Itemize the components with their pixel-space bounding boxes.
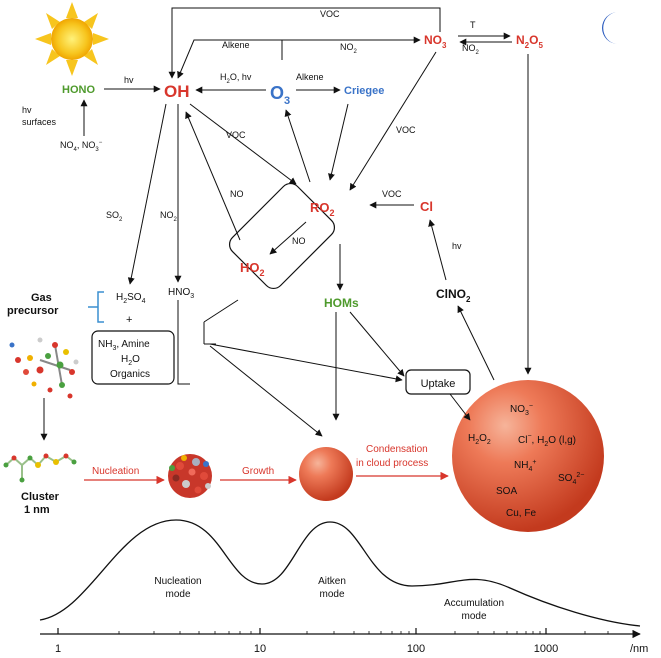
alkene-label-2: Alkene (296, 72, 324, 82)
process-arrows (84, 471, 449, 485)
particle-aggregate-image (168, 454, 212, 498)
hv-surfaces-label-1: hv (22, 105, 32, 115)
voc-mid-label: VOC (226, 130, 246, 140)
uptake-box (405, 369, 471, 395)
sun-icon (35, 2, 109, 76)
alkene-label-1: Alkene (222, 40, 250, 50)
precursor-bracket (88, 291, 104, 323)
no2-right-label: NO2 (462, 43, 480, 56)
cl-label: Cl (420, 199, 433, 214)
size-axis-minor-ticks (118, 631, 609, 634)
no3-label: NO3 (424, 33, 447, 50)
axis-unit-label: /nm (630, 643, 648, 655)
h2so4-label: H2SO4 (116, 292, 146, 305)
particle-no3-label: NO3− (510, 403, 533, 417)
size-distribution-curve (39, 519, 641, 627)
no2-top-label: NO2 (340, 42, 358, 55)
oh-label: OH (164, 82, 190, 101)
condensation-label-2: in cloud process (356, 458, 428, 469)
organics-label: Organics (110, 369, 150, 380)
hv-clno2-label: hv (452, 241, 462, 251)
t-label: T (470, 20, 476, 30)
nh3-amine-box (91, 330, 175, 385)
voc-top-label: VOC (320, 9, 340, 19)
cluster-molecule-image (3, 453, 77, 483)
growth-particle (299, 447, 353, 501)
gas-precursor-label-2: precursor (7, 305, 59, 317)
mode-label-accumulation-1: Accumulation (444, 598, 504, 609)
cluster-label-1: Cluster (21, 491, 60, 503)
particle-nh4-label: NH4+ (514, 459, 536, 473)
clno2-label: ClNO2 (436, 287, 471, 304)
no2-mid-label: NO2 (160, 210, 178, 223)
voc-cl-label: VOC (382, 189, 402, 199)
mode-label-aitken-1: Aitken (318, 576, 346, 587)
h2o-hv-label: H2O, hv (220, 72, 252, 85)
particle-h2o2-label: H2O2 (468, 433, 491, 446)
tick-label-1: 1 (55, 643, 61, 655)
mode-label-aitken-2: mode (319, 589, 344, 600)
homs-label: HOMs (324, 296, 359, 310)
so2-label: SO2 (106, 210, 123, 223)
voc-right-label: VOC (396, 125, 416, 135)
particle-cl-h2o-label: Cl−, H2O (l,g) (518, 433, 576, 448)
n2o5-label: N2O5 (516, 33, 543, 50)
cluster-label-2: 1 nm (24, 504, 50, 516)
tick-label-100: 100 (407, 643, 425, 655)
nh3-amine-label: NH3, Amine (98, 339, 150, 352)
size-axis (40, 628, 641, 639)
no-label-left: NO (230, 189, 244, 199)
particle-cufe-label: Cu, Fe (506, 508, 536, 519)
hono-label: HONO (62, 84, 95, 96)
moon-icon (602, 12, 618, 44)
condensation-label-1: Condensation (366, 444, 428, 455)
molecule-cluster-image (9, 337, 79, 399)
no4-no3-label: NO4, NO3− (60, 140, 103, 153)
ro2-ho2-box (228, 182, 336, 290)
hv-surfaces-label-2: surfaces (22, 117, 57, 127)
mode-label-nucleation-1: Nucleation (154, 576, 201, 587)
criegee-label: Criegee (344, 85, 384, 97)
h2o-label: H2O (121, 354, 140, 367)
uptake-label: Uptake (421, 378, 456, 390)
accumulation-particle (452, 380, 604, 532)
gas-precursor-label-1: Gas (31, 292, 52, 304)
ho2-label: HO2 (240, 260, 265, 278)
growth-process-label: Growth (242, 466, 274, 477)
ro2-label: RO2 (310, 200, 335, 218)
tick-label-1000: 1000 (534, 643, 558, 655)
mode-label-accumulation-2: mode (461, 611, 486, 622)
tick-label-10: 10 (254, 643, 266, 655)
nucleation-process-label: Nucleation (92, 466, 139, 477)
particle-so4-label: SO42− (558, 472, 584, 486)
particle-soa-label: SOA (496, 486, 517, 497)
hno3-label: HNO3 (168, 287, 194, 300)
plus-label: + (126, 314, 132, 326)
no-label-box: NO (292, 236, 306, 246)
hv-label-1: hv (124, 75, 134, 85)
o3-label: O3 (270, 83, 290, 107)
reaction-arrows (40, 7, 532, 441)
mode-label-nucleation-2: mode (165, 589, 190, 600)
